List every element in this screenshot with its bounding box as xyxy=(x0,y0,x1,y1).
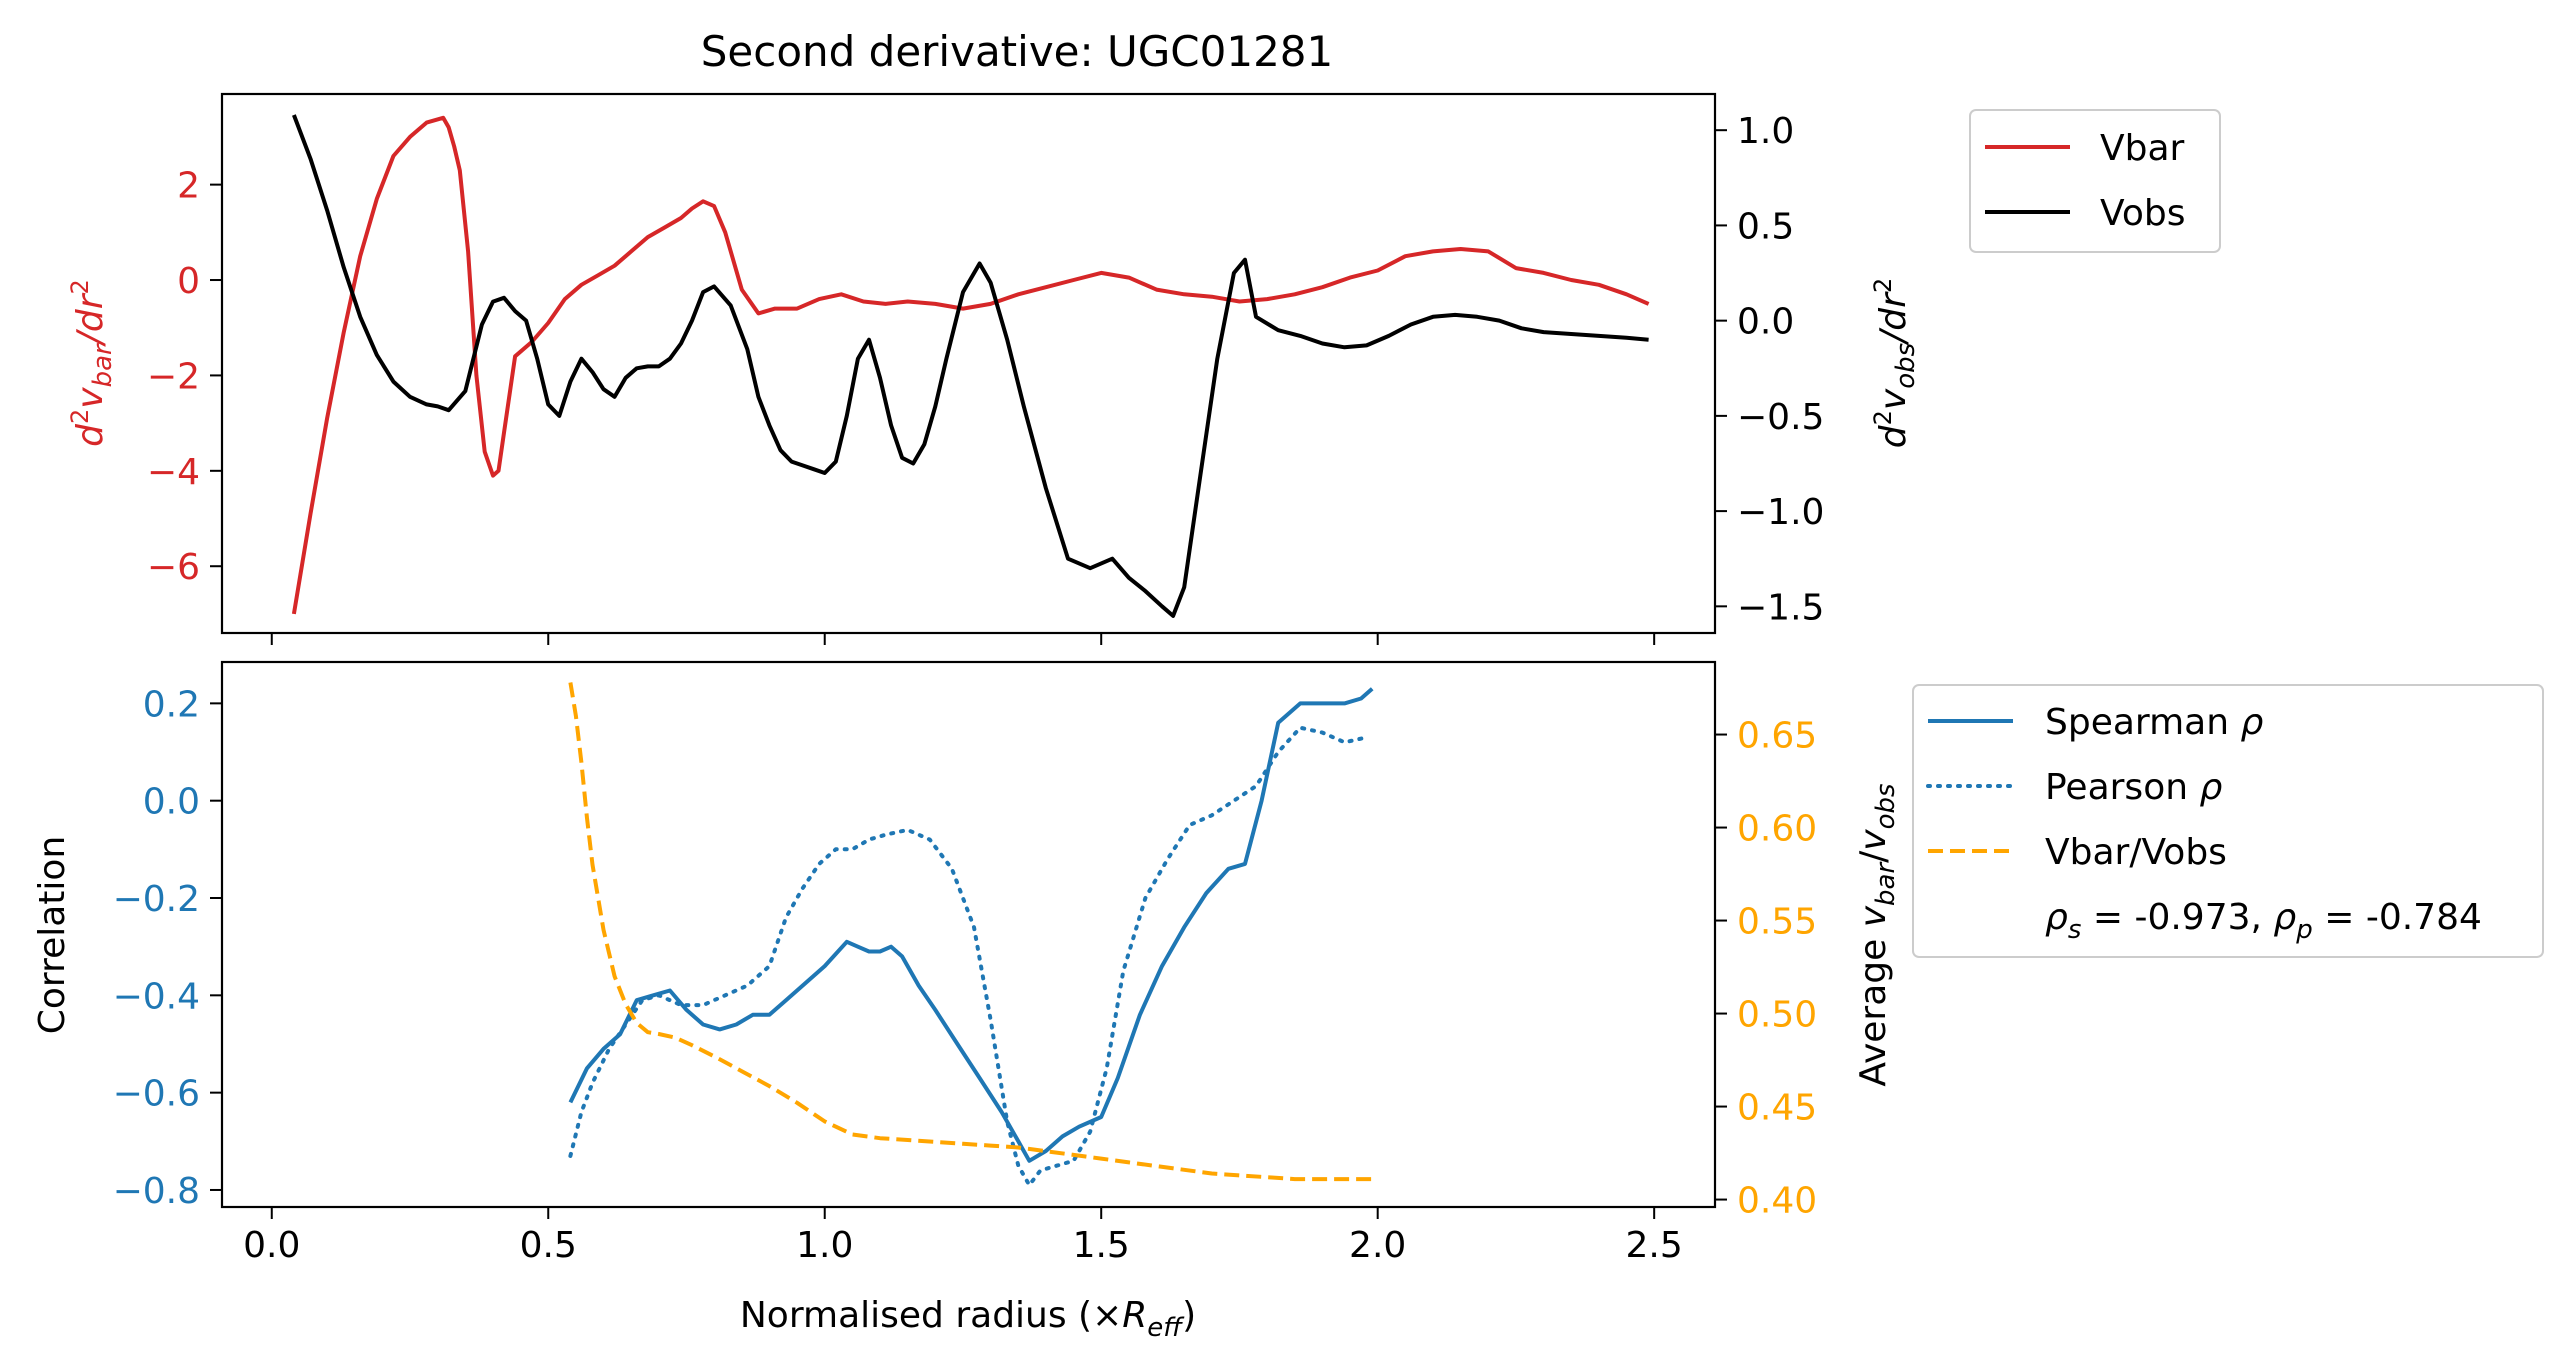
x-tick-label: 0.5 xyxy=(520,1225,577,1266)
series-line-spearman xyxy=(568,687,1374,1163)
left-tick-label: 2 xyxy=(177,166,200,207)
bottom-left-ylabel: Correlation xyxy=(32,836,73,1035)
x-tick-label: 2.5 xyxy=(1626,1225,1683,1266)
right-tick-label: 0.50 xyxy=(1737,995,1817,1036)
x-tick-label: 1.5 xyxy=(1073,1225,1130,1266)
left-tick-label: −4 xyxy=(147,452,200,493)
x-tick-label: 1.0 xyxy=(796,1225,853,1266)
legend-pearson-label: Pearson ρ xyxy=(2045,767,2222,808)
top-series-group xyxy=(291,114,1650,618)
bottom-right-ticks: 0.40 0.45 0.50 0.55 0.60 0.65 xyxy=(1715,716,1817,1222)
x-tick-label: 0.0 xyxy=(243,1225,300,1266)
correlation-annotation: ρs = -0.973, ρp = -0.784 xyxy=(2045,897,2482,945)
right-tick-label: 0.5 xyxy=(1737,206,1794,247)
series-line-vbar-vobs xyxy=(568,682,1373,1182)
top-right-ylabel: d2vobs/dr2 xyxy=(1869,278,1921,448)
left-tick-label: −0.6 xyxy=(113,1074,200,1115)
legend-spearman-label: Spearman ρ xyxy=(2045,702,2263,743)
chart-title: Second derivative: UGC01281 xyxy=(701,27,1334,76)
left-tick-label: −2 xyxy=(147,356,200,397)
left-tick-label: −0.4 xyxy=(113,976,200,1017)
bottom-right-ylabel: Average vbar/vobs xyxy=(1853,783,1901,1086)
bottom-x-ticks: 0.0 0.5 1.0 1.5 2.0 2.5 xyxy=(243,1207,1683,1266)
top-left-ticks: −6 −4 −2 0 2 xyxy=(147,166,222,588)
bottom-legend: Spearman ρ Pearson ρ Vbar/Vobs ρs = -0.9… xyxy=(1912,684,2544,958)
bottom-axes-frame xyxy=(220,660,1717,1209)
right-tick-label: 0.45 xyxy=(1737,1088,1817,1129)
top-right-ticks: −1.5 −1.0 −0.5 0.0 0.5 1.0 xyxy=(1715,111,1824,628)
x-tick-label: 2.0 xyxy=(1349,1225,1406,1266)
top-panel: Second derivative: UGC01281 −6 −4 −2 0 2 −1.… xyxy=(66,27,2221,645)
right-tick-label: 1.0 xyxy=(1737,111,1794,152)
right-tick-label: 0.40 xyxy=(1737,1181,1817,1222)
top-axes-frame xyxy=(220,92,1717,635)
series-line-pearson xyxy=(568,725,1369,1188)
x-axis-label: Normalised radius (×Reff) xyxy=(740,1295,1196,1343)
left-tick-label: 0.0 xyxy=(143,782,200,823)
right-tick-label: 0.0 xyxy=(1737,302,1794,343)
right-tick-label: −0.5 xyxy=(1737,397,1824,438)
legend-ratio-label: Vbar/Vobs xyxy=(2045,832,2227,873)
top-left-ylabel: d2vbar/dr2 xyxy=(66,279,118,447)
left-tick-label: 0 xyxy=(177,261,200,302)
top-x-ticks xyxy=(270,633,1656,645)
bottom-series-group xyxy=(568,682,1374,1188)
right-tick-label: 0.55 xyxy=(1737,902,1817,943)
left-tick-label: 0.2 xyxy=(143,684,200,725)
right-tick-label: 0.65 xyxy=(1737,716,1817,757)
legend-vbar-label: Vbar xyxy=(2100,128,2185,169)
right-tick-label: −1.5 xyxy=(1737,587,1824,628)
left-tick-label: −0.8 xyxy=(113,1171,200,1212)
left-tick-label: −0.2 xyxy=(113,879,200,920)
top-legend: Vbar Vobs xyxy=(1969,109,2221,253)
series-line-vobs xyxy=(292,114,1649,618)
right-tick-label: 0.60 xyxy=(1737,809,1817,850)
bottom-left-ticks: −0.8 −0.6 −0.4 −0.2 0.0 0.2 xyxy=(113,684,222,1212)
left-tick-label: −6 xyxy=(147,547,200,588)
series-line-vbar xyxy=(291,115,1650,615)
bottom-legend-box xyxy=(1912,684,2544,958)
legend-vobs-label: Vobs xyxy=(2100,193,2185,234)
bottom-panel: 0.0 0.5 1.0 1.5 2.0 2.5 −0.8−0.6−0.4−0.20.00.… xyxy=(32,660,2544,1343)
right-tick-label: −1.0 xyxy=(1737,492,1824,533)
